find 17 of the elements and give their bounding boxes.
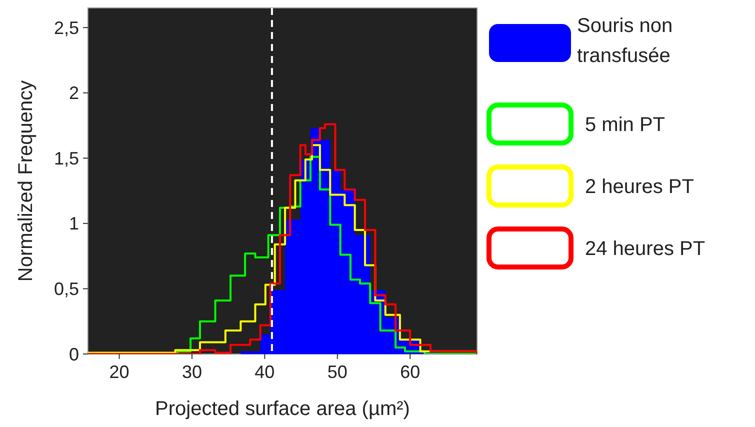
x-tick-label: 40 (254, 362, 275, 382)
x-tick-label: 30 (182, 362, 202, 382)
x-tick-label: 60 (400, 362, 420, 382)
legend-label: 24 heures PT (585, 238, 706, 260)
legend-label: Souris non transfusée (577, 15, 673, 67)
x-tick-label: 20 (109, 362, 130, 382)
y-tick-label: 2 (68, 83, 79, 104)
y-tick-label: 0,5 (54, 279, 79, 300)
legend-label: 2 heures PT (585, 176, 694, 198)
x-tick-label: 50 (327, 362, 348, 382)
y-tick-label: 2,5 (54, 18, 79, 38)
legend-label: 5 min PT (585, 114, 666, 136)
y-axis-title: Normalized Frequency (15, 80, 37, 282)
y-tick-label: 1,5 (54, 148, 79, 168)
y-tick-label: 0 (68, 344, 79, 364)
y-tick-label: 1 (68, 214, 79, 234)
x-axis-title: Projected surface area (µm²) (155, 398, 410, 420)
